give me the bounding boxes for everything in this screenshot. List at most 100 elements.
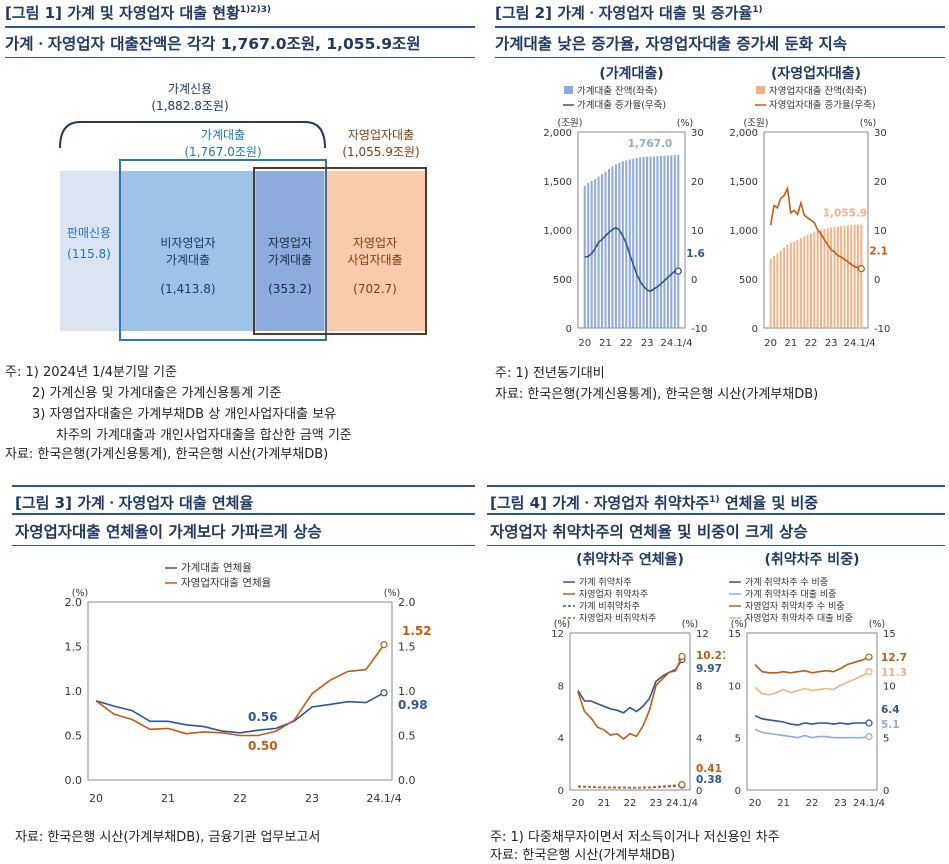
panel1-note-4: 차주의 가계대출과 개인사업자대출을 합산한 금액 기준: [56, 428, 352, 443]
panel1-title: [그림 1] 가계 및 자영업자 대출 현황1)2)3): [5, 2, 271, 23]
series-last-point: [865, 733, 873, 741]
right-tick-label: 10: [691, 226, 704, 237]
panel3-rule2: [12, 545, 475, 546]
bar-last-label: 1,767.0: [628, 138, 673, 150]
sales-credit-value: (115.8): [67, 247, 111, 261]
x-tick-label: 21: [599, 338, 612, 349]
chart-se-loans: (자영업자대출) 자영업자대출 잔액(좌축) 자영업자대출 증가율(우축)(조원) (…: [729, 65, 890, 349]
x-tick-label: 24.1/4: [366, 792, 401, 805]
x-tick-label: 22: [806, 798, 819, 809]
panel1-title-sup: 1)2)3): [239, 5, 272, 15]
series-line: [754, 714, 869, 726]
legend-label: 자영업자대출 연체율: [181, 576, 272, 589]
panel1-subtitle: 가계ㆍ자영업자 대출잔액은 각각 1,767.0조원, 1,055.9조원: [5, 35, 421, 53]
x-tick-label: 20: [89, 792, 103, 805]
chart-title: (취약차주 비중): [765, 551, 860, 568]
left-unit: (%): [731, 619, 747, 630]
plot-frame: [569, 632, 691, 791]
plot-frame: [763, 131, 869, 329]
left-tick-label: 2,000: [729, 128, 758, 139]
non-se-household-label: 비자영업자 가계대출 (1,413.8): [120, 220, 256, 310]
legend-swatch-bar: [756, 86, 765, 94]
bar: [614, 164, 617, 328]
left-tick-label: 4: [558, 734, 564, 745]
x-tick-label: 24.1/4: [844, 338, 876, 349]
x-tick-label: 24.1/4: [853, 798, 885, 809]
panel3-subtitle: 자영업자대출 연체율이 가계보다 가파르게 상승: [15, 523, 322, 541]
bar: [773, 255, 776, 328]
left-tick-label: 0: [558, 786, 564, 797]
series-last-point: [678, 652, 686, 661]
left-tick-label: 1.0: [65, 685, 83, 698]
x-tick-label: 21: [784, 338, 797, 349]
series-line: [95, 644, 385, 737]
bar: [649, 156, 652, 328]
bar: [776, 253, 779, 328]
bar: [789, 242, 792, 328]
data-label: 6.4: [881, 704, 900, 716]
x-tick-label: 21: [777, 798, 790, 809]
right-tick-label: 2.0: [398, 596, 416, 609]
panel2-rule: [495, 26, 945, 28]
bar: [846, 225, 849, 328]
data-label: 0.41: [696, 763, 722, 775]
right-unit: (%): [682, 619, 698, 630]
bar: [652, 156, 656, 328]
legend-label: 가계 취약차주: [579, 576, 632, 588]
bar: [621, 161, 624, 328]
right-tick-label: 1.5: [398, 641, 416, 654]
panel3-source: 자료: 한국은행 시산(가계부채DB), 금융기관 업무보고서: [15, 830, 321, 845]
bar: [663, 155, 666, 328]
right-tick-label: 10: [874, 226, 887, 237]
bar: [826, 228, 829, 328]
household-credit-value: (1,882.8조원): [151, 99, 229, 113]
x-tick-label: 22: [233, 792, 247, 805]
bar: [779, 250, 782, 328]
data-label: 0.50: [248, 739, 278, 753]
legend-label: 가계 취약차주 대출 비중: [745, 588, 836, 600]
x-tick-label: 23: [641, 338, 654, 349]
left-tick-label: 12: [551, 629, 564, 640]
x-tick-label: 22: [620, 338, 633, 349]
bar: [843, 225, 846, 328]
panel2-title-text: [그림 2] 가계ㆍ자영업자 대출 및 증가율: [495, 4, 753, 22]
left-tick-label: 15: [728, 629, 741, 640]
panel1-note-3: 3) 자영업자대출은 가계부채DB 상 개인사업자대출 보유: [32, 407, 337, 422]
growth-line: [584, 226, 679, 293]
plot-frame: [577, 131, 686, 329]
bar: [840, 226, 843, 328]
chart-title: (자영업자대출): [771, 65, 861, 82]
bar: [632, 158, 635, 328]
bar: [823, 229, 826, 328]
bar-last-label: 1,055.9: [823, 208, 868, 220]
panel2-title-sup: 1): [752, 5, 763, 15]
right-tick-label: 4: [696, 734, 702, 745]
right-tick-label: -10: [874, 324, 890, 335]
growth-last-label: 1.6: [686, 248, 705, 260]
x-tick-label: 23: [834, 798, 847, 809]
right-unit: (%): [869, 619, 885, 630]
left-tick-label: 0: [752, 324, 758, 335]
bar: [639, 157, 642, 328]
bar: [618, 162, 621, 328]
bar: [666, 155, 669, 328]
bar: [830, 227, 833, 328]
left-tick-label: 1,000: [543, 226, 572, 237]
data-label: 0.56: [248, 710, 278, 724]
bar: [607, 168, 611, 328]
se-household-text: 자영업자 가계대출: [267, 236, 313, 267]
data-label: 0.38: [696, 774, 722, 786]
series-line: [754, 671, 870, 696]
se-household-value: (353.2): [268, 282, 312, 296]
legend-label-line: 가계대출 증가율(우축): [577, 99, 666, 111]
bar: [813, 232, 816, 328]
series-last-point: [678, 781, 686, 789]
bar: [611, 166, 614, 328]
panel1-title-text: [그림 1] 가계 및 자영업자 대출 현황: [5, 4, 240, 22]
right-tick-label: -10: [691, 324, 707, 335]
right-tick-label: 0: [874, 275, 880, 286]
bar: [809, 233, 812, 328]
left-unit: (조원): [744, 118, 769, 129]
